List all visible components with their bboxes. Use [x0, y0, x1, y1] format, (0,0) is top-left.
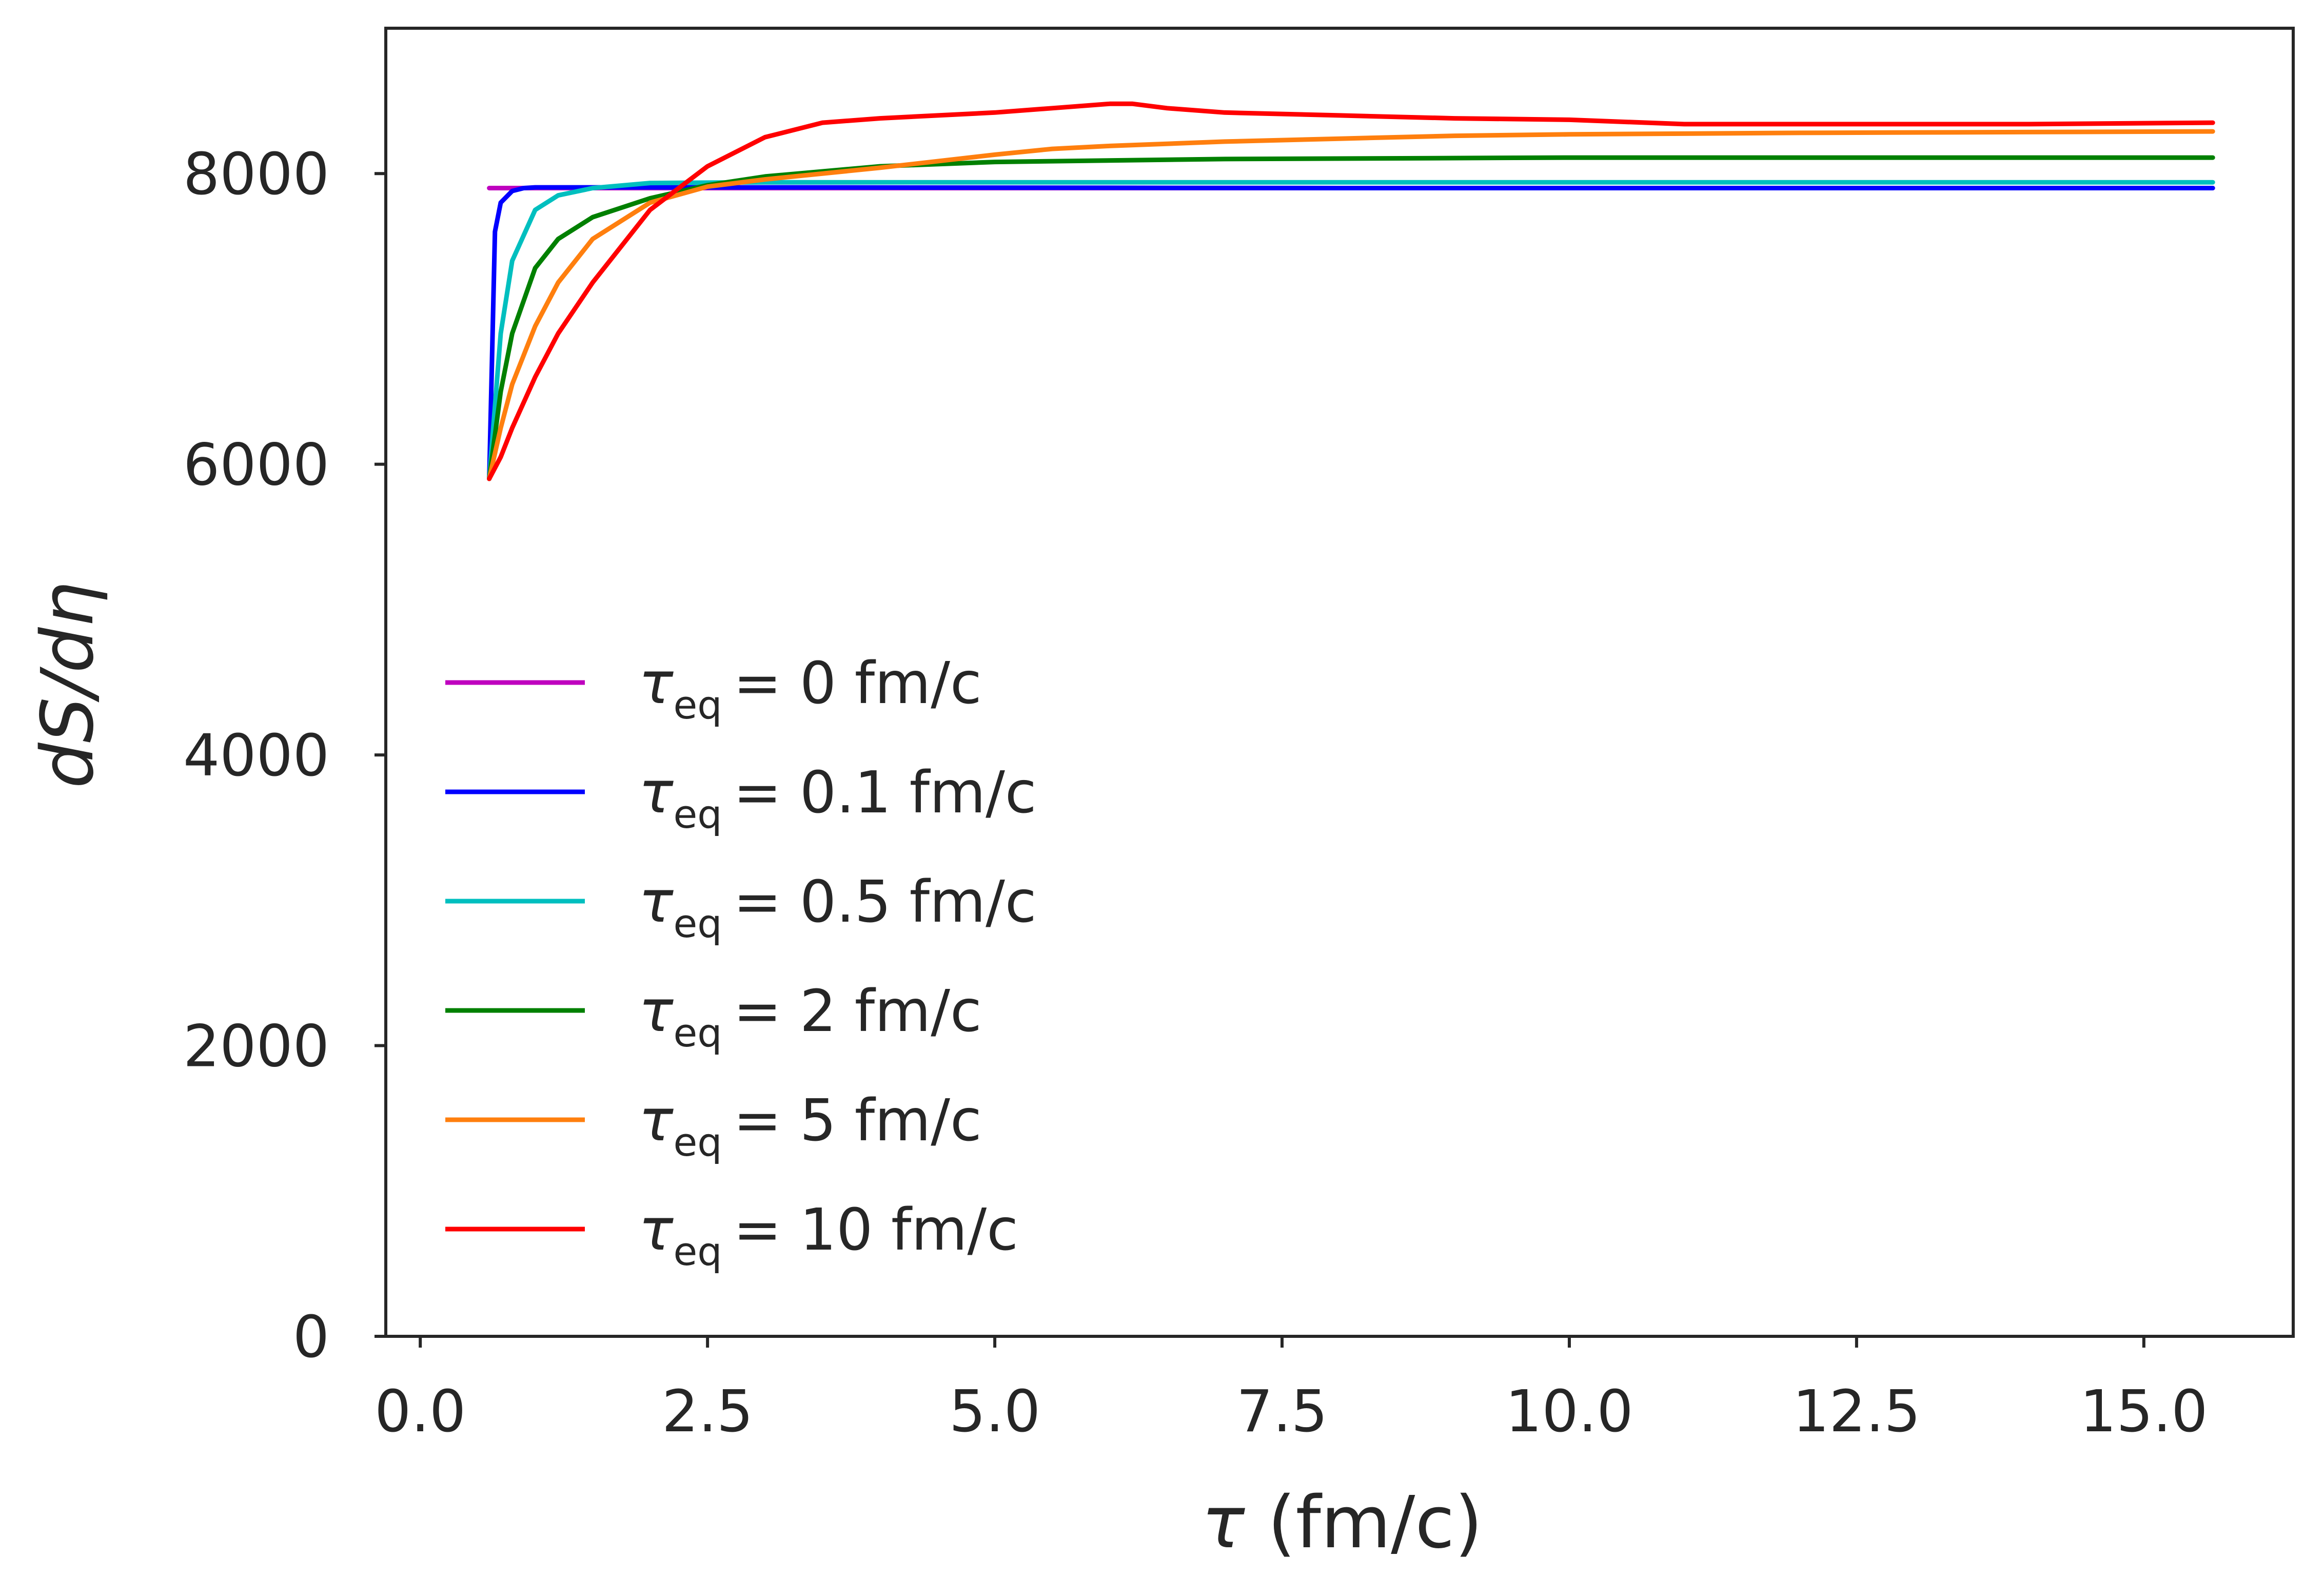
x-tick-label-0: 0.0 — [375, 1378, 466, 1445]
x-tick-label-6: 15.0 — [2080, 1378, 2208, 1445]
x-tick-label-5: 12.5 — [1793, 1378, 1920, 1445]
y-tick-label-4: 8000 — [183, 141, 329, 208]
plot-frame — [384, 27, 2295, 1338]
legend-symbol: τ — [639, 1087, 674, 1154]
x-tick-label-2: 5.0 — [949, 1378, 1040, 1445]
legend-value: = 5 fm/c — [733, 1087, 981, 1154]
legend-symbol: τ — [639, 978, 674, 1045]
x-tick-label-1: 2.5 — [662, 1378, 753, 1445]
legend-value: = 10 fm/c — [733, 1197, 1018, 1263]
legend-label-2: τeq = 0.5 fm/c — [639, 869, 1036, 946]
y-axis-ticks: 0 2000 4000 6000 8000 — [183, 141, 386, 1371]
legend-subscript: eq — [673, 682, 722, 728]
x-tick-label-4: 10.0 — [1505, 1378, 1633, 1445]
x-axis-ticks: 0.0 2.5 5.0 7.5 10.0 12.5 15.0 — [375, 1336, 2208, 1445]
legend-label-3: τeq = 2 fm/c — [639, 978, 982, 1056]
y-tick-label-2: 4000 — [183, 723, 329, 789]
series-line-5 — [487, 101, 2215, 481]
series-layer — [487, 101, 2215, 481]
legend-subscript: eq — [673, 791, 722, 837]
legend-subscript: eq — [673, 901, 722, 946]
series-line-4 — [487, 129, 2215, 481]
series-line-2 — [487, 180, 2215, 481]
legend-label-5: τeq = 10 fm/c — [639, 1197, 1018, 1274]
legend-symbol: τ — [639, 650, 674, 717]
x-axis-label-symbol: τ — [1202, 1481, 1245, 1565]
legend-label-1: τeq = 0.1 fm/c — [639, 760, 1036, 837]
legend-label-4: τeq = 5 fm/c — [639, 1087, 982, 1165]
legend-value: = 2 fm/c — [733, 978, 981, 1045]
x-axis-label: τ (fm/c) — [1202, 1481, 1483, 1565]
y-tick-label-1: 2000 — [183, 1014, 329, 1080]
legend-subscript: eq — [673, 1010, 722, 1056]
x-tick-label-3: 7.5 — [1236, 1378, 1328, 1445]
legend-value: = 0.5 fm/c — [733, 869, 1036, 936]
series-line-3 — [487, 155, 2215, 481]
legend-symbol: τ — [639, 760, 674, 826]
legend-subscript: eq — [673, 1229, 722, 1274]
y-tick-label-3: 6000 — [183, 432, 329, 499]
series-line-1 — [487, 185, 2215, 481]
x-axis-label-unit: (fm/c) — [1245, 1481, 1483, 1565]
y-axis-label: dS/dη — [26, 582, 110, 789]
legend-label-0: τeq = 0 fm/c — [639, 650, 982, 728]
y-tick-label-0: 0 — [293, 1304, 329, 1371]
legend-symbol: τ — [639, 869, 674, 936]
legend-subscript: eq — [673, 1119, 722, 1165]
legend-value: = 0 fm/c — [733, 650, 981, 717]
legend-value: = 0.1 fm/c — [733, 760, 1036, 826]
legend-symbol: τ — [639, 1197, 674, 1263]
